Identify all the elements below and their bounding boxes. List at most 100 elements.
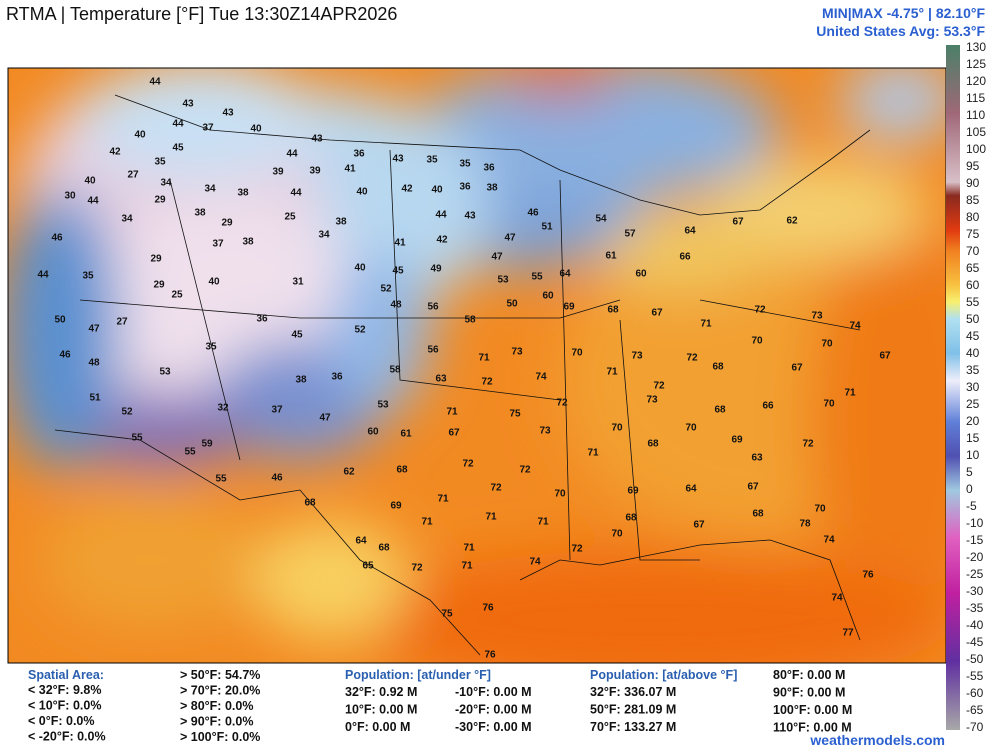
station-value: 43 [392,154,404,165]
stat-item: 70°F: 133.27 M [590,720,676,734]
station-value: 51 [541,222,553,233]
station-value: 69 [731,435,743,446]
station-value: 71 [587,448,599,459]
colorbar-label: 20 [966,414,980,428]
station-value: 68 [607,305,619,316]
station-value: 51 [89,393,101,404]
colorbar-label: 85 [966,193,980,207]
station-value: 69 [563,302,575,313]
station-value: 37 [202,123,214,134]
colorbar-label: 70 [966,244,980,258]
station-value: 41 [394,238,406,249]
title: RTMA | Temperature [°F] Tue 13:30Z14APR2… [6,4,397,24]
station-value: 70 [814,504,826,515]
stat-item: 32°F: 0.92 M [345,685,417,699]
station-value: 53 [159,367,171,378]
station-value: 49 [430,264,442,275]
section-title: Spatial Area: [28,668,104,682]
colorbar-label: 75 [966,227,980,241]
station-value: 34 [204,184,216,195]
station-value: 36 [459,182,471,193]
colorbar-label: 25 [966,397,980,411]
colorbar-label: 100 [966,142,986,156]
colorbar-label: -20 [966,550,984,564]
station-value: 64 [355,536,367,547]
station-value: 69 [390,501,402,512]
station-value: 72 [462,459,474,470]
station-value: 57 [624,229,636,240]
station-value: 71 [485,512,497,523]
station-value: 29 [221,218,233,229]
station-value: 68 [752,509,764,520]
station-value: 32 [217,403,229,414]
section-title: Population: [at/under °F] [345,668,491,682]
colorbar-label: -30 [966,584,984,598]
station-value: 66 [762,401,774,412]
stat-item: -10°F: 0.00 M [455,685,532,699]
colorbar-label: 5 [966,465,973,479]
station-value: 31 [292,277,304,288]
colorbar-label: 15 [966,431,980,445]
station-value: 72 [411,563,423,574]
colorbar-label: -10 [966,516,984,530]
station-value: 53 [497,275,509,286]
colorbar-label: -25 [966,567,984,581]
station-value: 42 [401,184,413,195]
station-value: 76 [482,603,494,614]
colorbar-label: -40 [966,618,984,632]
station-value: 74 [831,593,843,604]
colorbar-label: -70 [966,720,984,734]
station-value: 67 [651,308,663,319]
station-value: 46 [59,350,71,361]
station-value: 29 [153,280,165,291]
colorbar-label: -35 [966,601,984,615]
colorbar-label: 55 [966,295,980,309]
station-value: 50 [506,299,518,310]
station-value: 35 [205,342,217,353]
station-value: 73 [646,395,658,406]
station-value: 38 [295,375,307,386]
station-value: 67 [448,428,460,439]
station-value: 44 [286,149,298,160]
stat-item: 110°F: 0.00 M [773,721,852,735]
station-value: 47 [88,324,100,335]
station-value: 47 [504,233,516,244]
colorbar-label: -5 [966,499,977,513]
canada-border [114,94,871,216]
station-value: 73 [631,351,643,362]
station-value: 70 [554,489,566,500]
station-value: 72 [519,465,531,476]
station-value: 70 [751,336,763,347]
station-value: 66 [679,252,691,263]
station-value: 62 [343,467,355,478]
station-value: 73 [539,426,551,437]
mexico-border [54,429,481,656]
colorbar-label: 120 [966,74,986,88]
station-value: 36 [256,314,268,325]
station-value: 40 [208,277,220,288]
station-value: 30 [64,191,76,202]
station-value: 40 [356,187,368,198]
station-value: 58 [464,315,476,326]
station-value: 63 [435,374,447,385]
station-value: 25 [171,290,183,301]
section-title: Population: [at/above °F] [590,668,737,682]
colorbar-label: 115 [966,91,985,105]
station-value: 74 [849,321,861,332]
station-value: 34 [160,178,172,189]
station-value: 46 [527,208,539,219]
station-value: 62 [786,216,798,227]
colorbar-label: -55 [966,669,984,683]
station-value: 44 [87,196,99,207]
station-value: 68 [396,465,408,476]
station-value: 73 [811,311,823,322]
station-value: 78 [799,519,811,530]
station-value: 44 [149,77,161,88]
colorbar-label: 0 [966,482,973,496]
station-value: 40 [134,130,146,141]
stat-item: > 50°F: 54.7% [180,668,260,682]
colorbar-label: 45 [966,329,980,343]
colorbar-label: -60 [966,686,984,700]
station-value: 52 [354,325,366,336]
